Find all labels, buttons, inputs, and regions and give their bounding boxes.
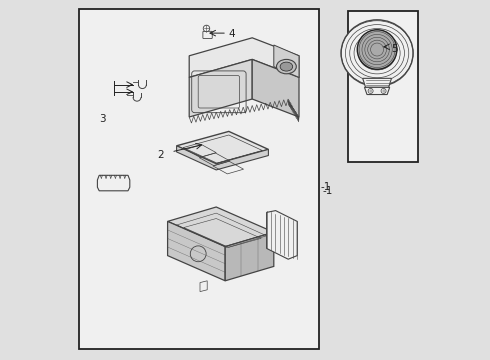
Polygon shape bbox=[176, 131, 269, 164]
Bar bbox=[347, 11, 418, 162]
Circle shape bbox=[368, 89, 373, 94]
FancyBboxPatch shape bbox=[203, 31, 212, 39]
Polygon shape bbox=[274, 45, 299, 77]
Polygon shape bbox=[176, 146, 269, 170]
Polygon shape bbox=[225, 232, 274, 281]
Polygon shape bbox=[363, 78, 392, 87]
Polygon shape bbox=[365, 87, 390, 95]
Circle shape bbox=[381, 89, 386, 94]
Bar bbox=[79, 9, 319, 349]
Polygon shape bbox=[189, 59, 252, 117]
Text: -1: -1 bbox=[322, 186, 333, 196]
Text: 3: 3 bbox=[99, 114, 106, 124]
Polygon shape bbox=[98, 175, 130, 191]
Text: 2: 2 bbox=[157, 150, 164, 160]
Polygon shape bbox=[267, 211, 297, 259]
Ellipse shape bbox=[341, 20, 413, 86]
Ellipse shape bbox=[276, 59, 296, 74]
Circle shape bbox=[357, 30, 397, 69]
Polygon shape bbox=[168, 221, 225, 281]
Ellipse shape bbox=[280, 62, 293, 71]
Text: 4: 4 bbox=[229, 29, 235, 39]
Polygon shape bbox=[252, 59, 299, 117]
Text: -1: -1 bbox=[320, 182, 331, 192]
Polygon shape bbox=[200, 281, 207, 292]
Polygon shape bbox=[168, 207, 274, 247]
Polygon shape bbox=[189, 38, 299, 77]
Circle shape bbox=[203, 25, 210, 32]
Text: 5: 5 bbox=[391, 44, 397, 54]
